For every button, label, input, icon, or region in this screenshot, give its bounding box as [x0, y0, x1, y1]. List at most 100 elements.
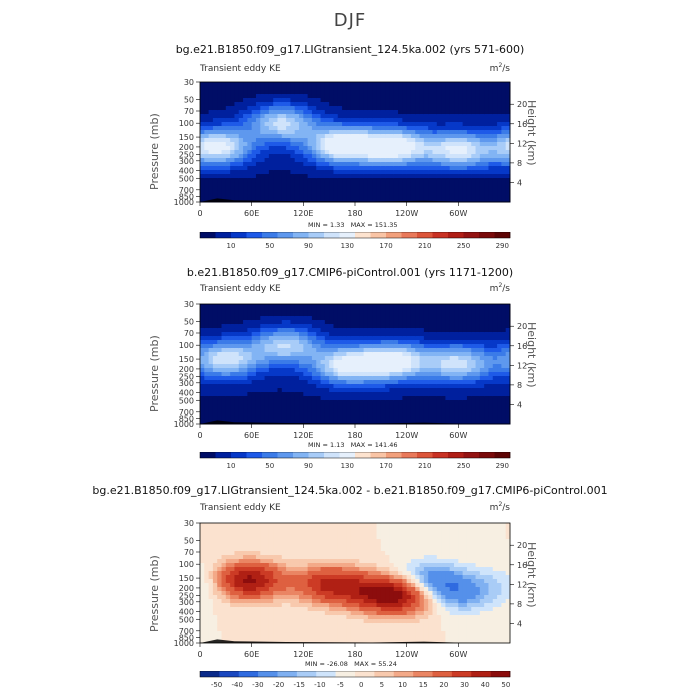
field-cell	[217, 615, 223, 620]
field-cell	[505, 420, 511, 425]
field-cell	[346, 316, 352, 321]
field-cell	[389, 102, 395, 107]
field-cell	[471, 122, 477, 127]
field-cell	[243, 328, 248, 333]
field-cell	[367, 110, 373, 115]
field-cell	[479, 312, 485, 317]
field-cell	[445, 130, 451, 135]
field-cell	[243, 364, 248, 369]
field-cell	[212, 170, 218, 175]
field-cell	[281, 90, 287, 95]
field-cell	[389, 320, 395, 325]
field-cell	[492, 320, 498, 325]
field-cell	[449, 138, 455, 143]
field-cell	[350, 130, 356, 135]
field-cell	[255, 555, 261, 560]
field-cell	[363, 162, 369, 167]
field-cell	[281, 344, 287, 349]
field-cell	[290, 190, 296, 195]
field-cell	[454, 158, 459, 163]
field-cell	[337, 324, 343, 329]
field-cell	[320, 102, 326, 107]
field-cell	[441, 408, 446, 413]
field-cell	[462, 94, 468, 99]
y-tick-label: 100	[179, 341, 194, 350]
field-cell	[204, 94, 210, 99]
field-cell	[243, 356, 248, 361]
field-cell	[299, 154, 304, 159]
field-cell	[449, 352, 455, 357]
field-cell	[342, 98, 347, 103]
field-cell	[311, 388, 317, 393]
field-cell	[398, 360, 403, 365]
field-cell	[337, 114, 343, 119]
field-cell	[251, 336, 257, 341]
field-cell	[230, 591, 235, 596]
field-cell	[342, 400, 347, 405]
field-cell	[505, 304, 511, 309]
field-cell	[221, 627, 227, 632]
field-cell	[423, 130, 429, 135]
field-cell	[204, 567, 210, 572]
field-cell	[234, 631, 240, 636]
field-cell	[294, 106, 300, 111]
field-cell	[234, 611, 240, 616]
field-cell	[436, 332, 442, 337]
field-cell	[230, 98, 235, 103]
field-cell	[367, 348, 373, 353]
field-cell	[350, 304, 356, 309]
field-cell	[393, 400, 399, 405]
field-cell	[415, 320, 421, 325]
field-cell	[342, 82, 347, 87]
field-cell	[251, 178, 257, 183]
field-cell	[329, 348, 334, 353]
field-cell	[311, 182, 317, 187]
field-cell	[479, 412, 485, 417]
field-cell	[462, 376, 468, 381]
field-cell	[398, 364, 403, 369]
field-cell	[445, 150, 451, 155]
field-cell	[208, 126, 214, 131]
field-cell	[221, 603, 227, 608]
field-cell	[294, 348, 300, 353]
field-cell	[316, 400, 322, 405]
field-cell	[436, 166, 442, 171]
field-cell	[462, 312, 468, 317]
field-cell	[389, 122, 395, 127]
y-tick-label: 1000	[174, 420, 194, 429]
field-cell	[466, 316, 472, 321]
field-cell	[264, 591, 270, 596]
field-cell	[436, 356, 442, 361]
field-cell	[363, 332, 369, 337]
x-tick-label: 120W	[395, 209, 418, 218]
field-cell	[311, 412, 317, 417]
field-cell	[286, 344, 291, 349]
field-cell	[423, 166, 429, 171]
field-cell	[479, 340, 485, 345]
field-cell	[281, 408, 287, 413]
field-cell	[466, 392, 472, 397]
field-cell	[286, 408, 291, 413]
field-cell	[212, 416, 218, 421]
field-cell	[466, 122, 472, 127]
field-cell	[234, 376, 240, 381]
field-cell	[333, 146, 339, 151]
field-cell	[445, 86, 451, 91]
field-cell	[299, 312, 304, 317]
field-cell	[234, 94, 240, 99]
field-cell	[290, 146, 296, 151]
field-cell	[243, 535, 248, 540]
field-cell	[255, 531, 261, 536]
field-cell	[466, 368, 472, 373]
field-cell	[458, 316, 464, 321]
field-cell	[243, 599, 248, 604]
field-cell	[402, 404, 408, 409]
field-cell	[255, 130, 261, 135]
field-cell	[260, 591, 266, 596]
field-cell	[454, 348, 459, 353]
field-cell	[372, 328, 378, 333]
field-cell	[243, 94, 248, 99]
field-cell	[428, 102, 433, 107]
field-cell	[398, 130, 403, 135]
field-cell	[234, 583, 240, 588]
